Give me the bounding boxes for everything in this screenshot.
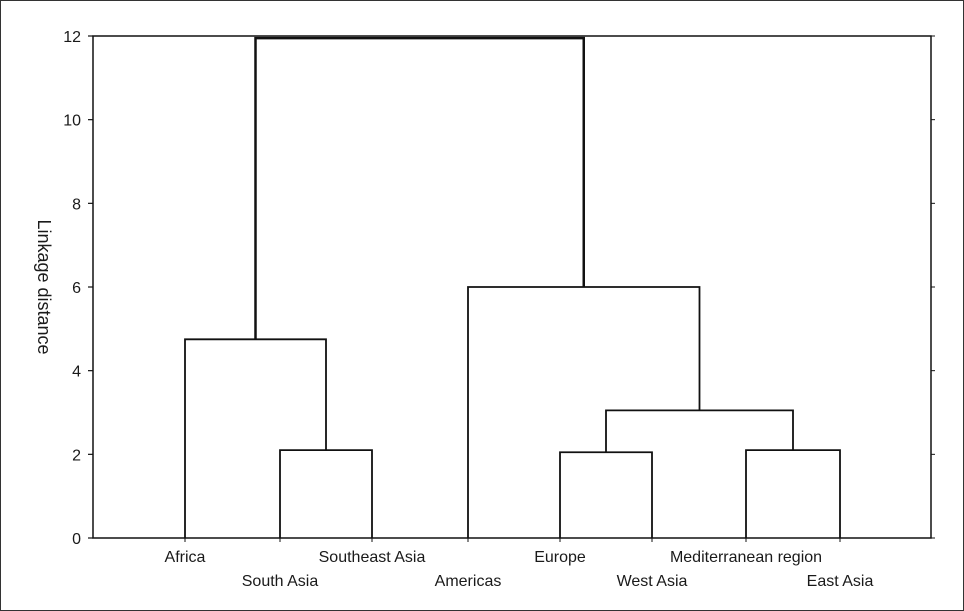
leaf-label: South Asia: [242, 573, 319, 590]
y-tick-label: 10: [63, 113, 81, 130]
leaf-label: Mediterranean region: [670, 549, 822, 566]
y-tick-label: 12: [63, 29, 81, 46]
y-tick-label: 2: [72, 447, 81, 464]
leaf-label: Europe: [534, 549, 586, 566]
dendrogram-links: [184, 36, 841, 538]
leaf-label: Southeast Asia: [319, 549, 426, 566]
y-tick-label: 0: [72, 531, 81, 548]
dendrogram-link: [559, 451, 653, 538]
leaf-label: Americas: [435, 573, 502, 590]
y-axis: 0 2 4 6 8 10 12: [63, 29, 935, 548]
y-tick-label: 6: [72, 280, 81, 297]
y-axis-label: Linkage distance: [34, 219, 54, 354]
leaf-label: West Asia: [617, 573, 688, 590]
dendrogram-link: [184, 338, 327, 538]
leaf-label: East Asia: [807, 573, 874, 590]
leaf-label: Africa: [165, 549, 206, 566]
y-tick-label: 8: [72, 196, 81, 213]
y-tick-label: 4: [72, 364, 81, 381]
dendrogram-link: [254, 36, 585, 340]
